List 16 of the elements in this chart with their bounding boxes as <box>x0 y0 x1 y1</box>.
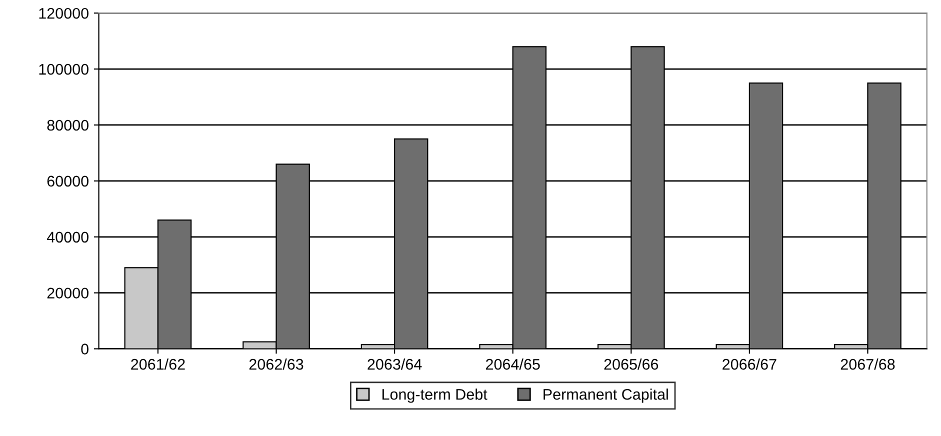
x-tick-label: 2065/66 <box>604 358 658 370</box>
x-tick-label: 2062/63 <box>249 358 304 370</box>
y-tick-label: 100000 <box>39 64 88 75</box>
legend-label: Long-term Debt <box>382 388 488 403</box>
x-tick-label: 2067/68 <box>840 358 895 370</box>
x-tick-label: 2064/65 <box>486 358 540 370</box>
legend-label: Permanent Capital <box>544 388 668 403</box>
y-tick-label: 20000 <box>47 288 88 299</box>
y-tick-label: 120000 <box>39 8 88 19</box>
x-tick-label: 2061/62 <box>131 358 185 370</box>
x-tick-label: 2063/64 <box>368 358 422 370</box>
x-tick-label: 2066/67 <box>722 358 776 370</box>
y-tick-label: 60000 <box>47 176 88 187</box>
y-tick-label: 40000 <box>46 232 88 243</box>
y-tick-label: 80000 <box>47 120 88 131</box>
y-tick-label: 0 <box>81 344 88 354</box>
